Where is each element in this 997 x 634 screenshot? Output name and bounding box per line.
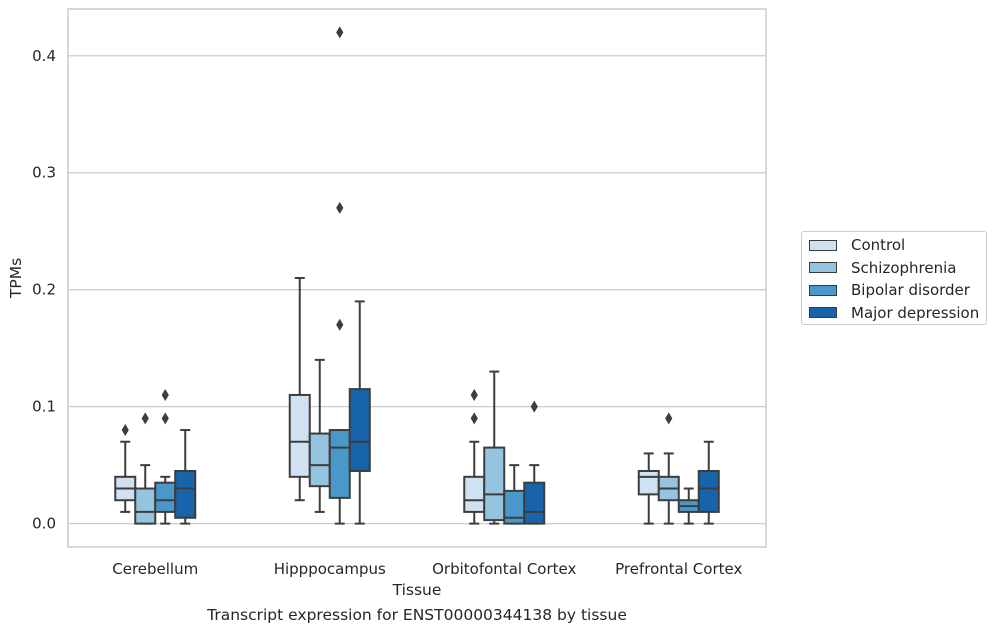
box-control	[637, 452, 660, 525]
legend-label: Bipolar disorder	[851, 281, 970, 299]
box-major-depression	[523, 400, 546, 525]
y-axis-label: TPMs	[7, 258, 25, 299]
outlier-point	[665, 412, 673, 425]
box-body	[348, 388, 371, 472]
box-major-depression	[348, 300, 371, 525]
box-major-depression	[697, 440, 720, 525]
outlier-point	[161, 388, 169, 401]
box-body	[463, 475, 486, 513]
y-tick-label: 0.4	[32, 47, 56, 65]
legend: Control Schizophrenia Bipolar disorder Majo…	[801, 231, 987, 325]
legend-label: Schizophrenia	[851, 258, 957, 277]
box-schizophrenia	[134, 412, 157, 525]
box-bipolar-disorder	[328, 26, 351, 525]
legend-label: Major depression	[851, 303, 980, 322]
box-bipolar-disorder	[677, 487, 700, 525]
legend-swatch	[809, 262, 837, 273]
box-bipolar-disorder	[503, 464, 526, 525]
outlier-point	[121, 424, 129, 437]
y-tick-label: 0.1	[32, 398, 56, 416]
plot-frame	[67, 8, 767, 548]
box-body	[637, 469, 660, 496]
boxes	[114, 26, 720, 525]
box-schizophrenia	[483, 370, 506, 525]
box-control	[463, 388, 486, 525]
box-control	[288, 277, 311, 502]
box-schizophrenia	[308, 358, 331, 513]
chart-caption: Transcript expression for ENST0000034413…	[207, 606, 627, 624]
x-tick-label: Orbitofontal Cortex	[432, 560, 576, 578]
outlier-point	[336, 201, 344, 214]
box-body	[154, 481, 177, 513]
legend-swatch	[809, 239, 837, 251]
outlier-point	[336, 318, 344, 331]
outlier-point	[336, 26, 344, 39]
legend-item: Bipolar disorder	[809, 280, 970, 300]
outlier-point	[161, 412, 169, 425]
legend-item: Schizophrenia	[809, 258, 956, 278]
outlier-point	[530, 400, 538, 413]
box-major-depression	[174, 429, 197, 525]
grid-lines	[68, 55, 766, 525]
box-body	[308, 432, 331, 488]
outlier-point	[470, 388, 478, 401]
box-body	[483, 446, 506, 522]
y-axis-ticks: 0.0 0.1 0.2 0.3 0.4	[32, 47, 56, 533]
y-tick-label: 0.2	[32, 281, 56, 299]
x-axis-ticks: Cerebellum Hipppocampus Orbitofontal Corte…	[112, 560, 742, 578]
legend-item: Major depression	[809, 303, 979, 323]
box-schizophrenia	[657, 412, 680, 525]
box-body	[288, 393, 311, 478]
x-tick-label: Prefrontal Cortex	[615, 560, 742, 578]
box-body	[697, 469, 720, 513]
legend-swatch	[809, 307, 837, 318]
box-body	[134, 487, 157, 525]
outlier-point	[470, 412, 478, 425]
y-tick-label: 0.0	[32, 515, 56, 533]
box-body	[523, 481, 546, 525]
x-axis-label: Tissue	[392, 581, 442, 599]
x-tick-label: Hipppocampus	[274, 560, 386, 578]
outlier-point	[141, 412, 149, 425]
legend-swatch	[809, 284, 837, 296]
box-body	[328, 429, 351, 499]
y-tick-label: 0.3	[32, 164, 56, 182]
legend-label: Control	[851, 236, 906, 254]
box-body	[174, 469, 197, 519]
x-tick-label: Cerebellum	[112, 560, 198, 578]
box-bipolar-disorder	[154, 388, 177, 525]
legend-item: Control	[809, 235, 905, 255]
box-control	[114, 424, 137, 513]
